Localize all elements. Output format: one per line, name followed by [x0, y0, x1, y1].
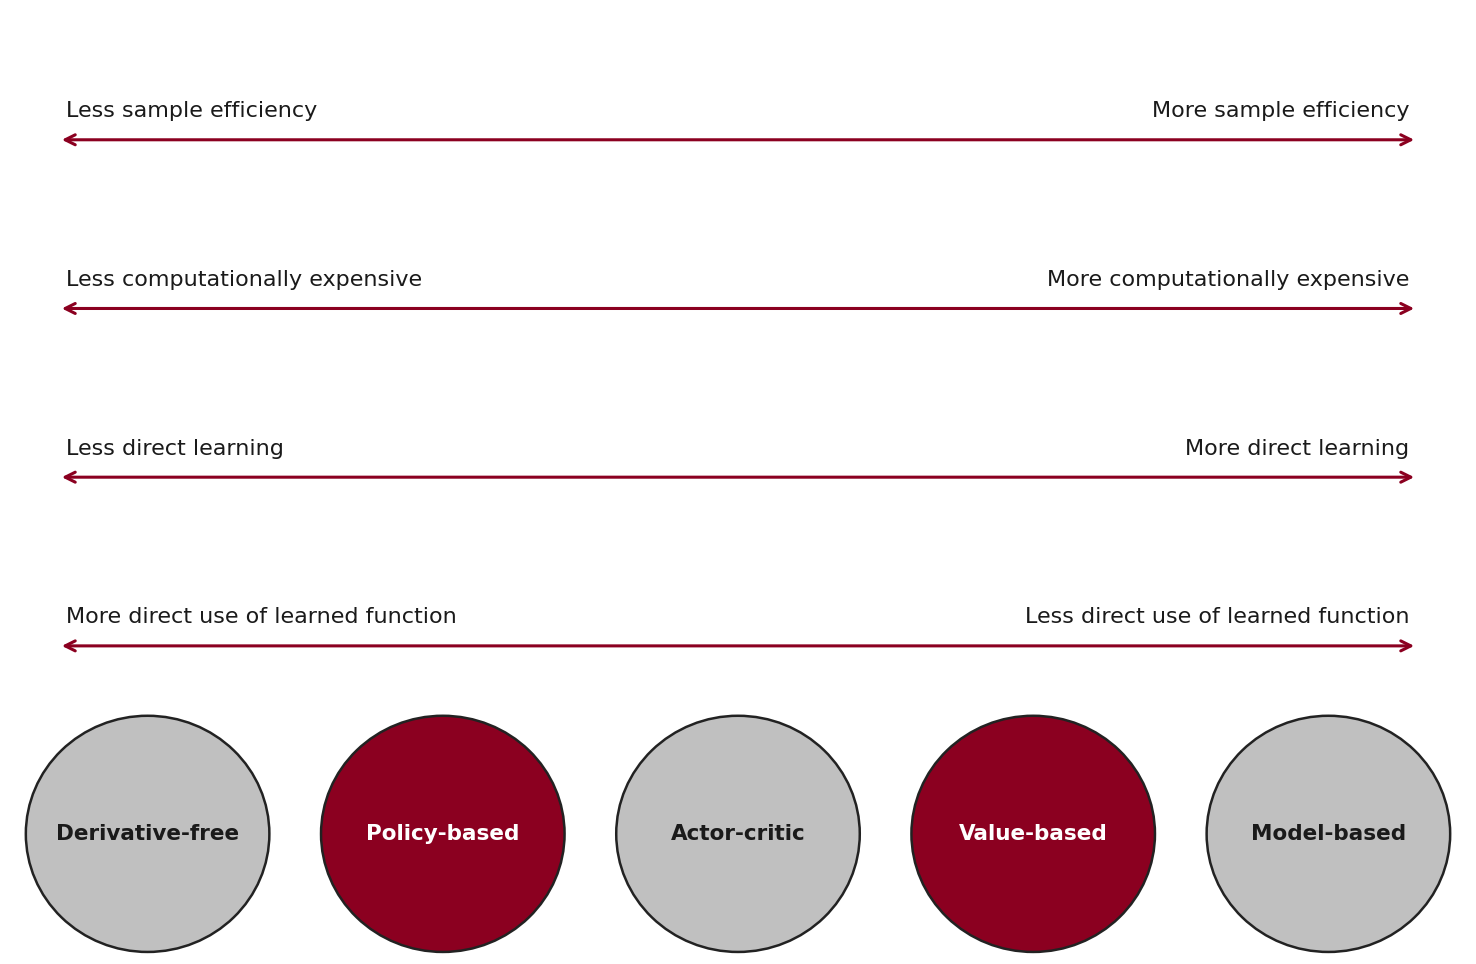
Text: Less sample efficiency: Less sample efficiency	[66, 101, 317, 121]
Text: More direct use of learned function: More direct use of learned function	[66, 607, 458, 628]
Text: More computationally expensive: More computationally expensive	[1046, 270, 1410, 290]
Text: Derivative-free: Derivative-free	[56, 824, 239, 844]
Text: Policy-based: Policy-based	[366, 824, 520, 844]
Ellipse shape	[912, 715, 1154, 952]
Ellipse shape	[617, 715, 859, 952]
Text: Actor-critic: Actor-critic	[670, 824, 806, 844]
Text: Less computationally expensive: Less computationally expensive	[66, 270, 422, 290]
Ellipse shape	[1207, 715, 1449, 952]
Text: More direct learning: More direct learning	[1185, 439, 1410, 459]
Text: Model-based: Model-based	[1250, 824, 1407, 844]
Text: Less direct learning: Less direct learning	[66, 439, 285, 459]
Text: More sample efficiency: More sample efficiency	[1153, 101, 1410, 121]
Text: Less direct use of learned function: Less direct use of learned function	[1024, 607, 1410, 628]
Text: Value-based: Value-based	[959, 824, 1107, 844]
Ellipse shape	[320, 715, 564, 952]
Ellipse shape	[25, 715, 269, 952]
